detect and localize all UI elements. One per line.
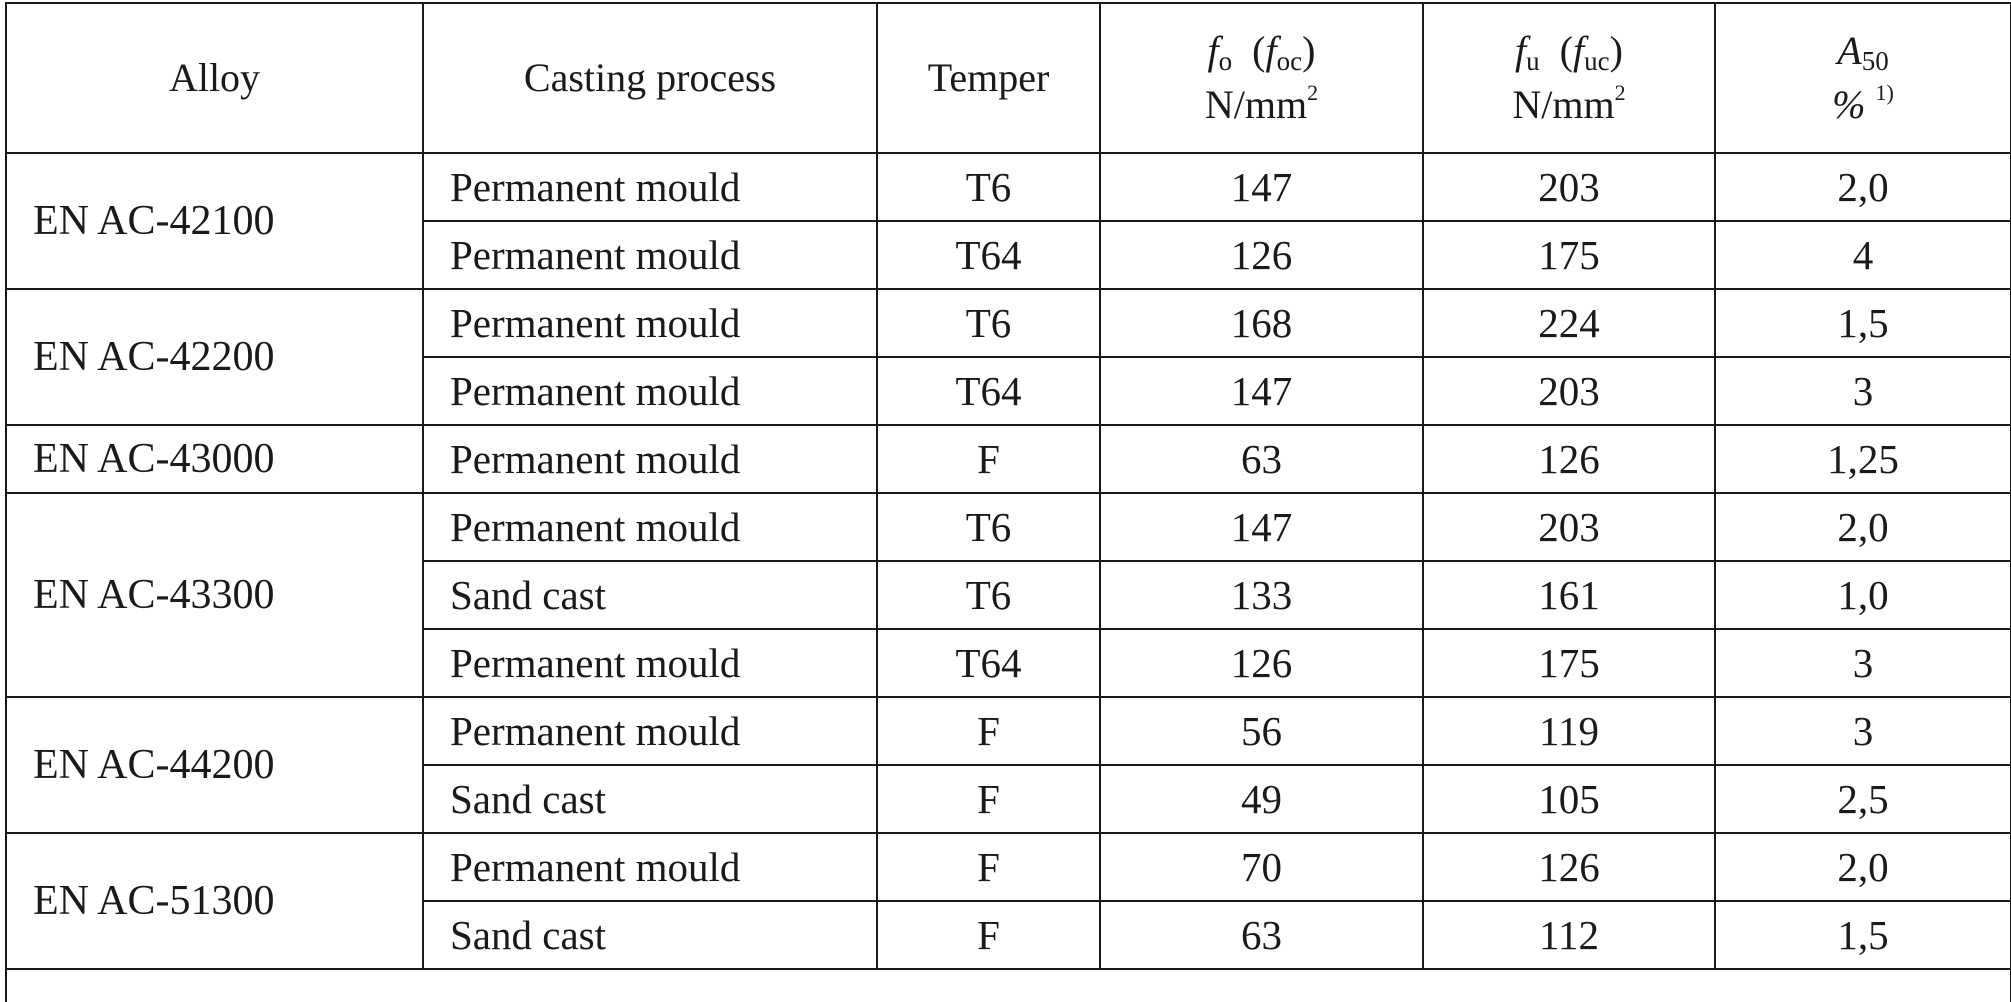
table-body: EN AC-42100 Permanent mould T6 147 203 2,0 Per…	[5, 152, 2011, 970]
a50-cell: 2,0	[1714, 492, 2011, 562]
table-row: EN AC-43000 Permanent mould F 63 126 1,25	[5, 424, 2011, 494]
temper-cell: F	[876, 832, 1101, 902]
fu-cell: 126	[1422, 424, 1716, 494]
header-a50: A50 % 1)	[1714, 2, 2011, 154]
table-row: Permanent mould T64 126 175 3	[6, 628, 2011, 698]
casting-process-cell: Sand cast	[422, 764, 878, 834]
temper-cell: T6	[876, 152, 1101, 222]
fo-cell: 168	[1099, 288, 1424, 358]
casting-process-cell: Permanent mould	[422, 492, 878, 562]
a50-cell: 1,5	[1714, 288, 2011, 358]
temper-cell: T64	[876, 356, 1101, 426]
fu-cell: 112	[1422, 900, 1716, 970]
temper-cell: F	[876, 424, 1101, 494]
fo-cell: 126	[1099, 220, 1424, 290]
fu-cell: 119	[1422, 696, 1716, 766]
alloy-cell: EN AC-44200	[5, 696, 424, 834]
fo-cell: 147	[1099, 492, 1424, 562]
fo-cell: 49	[1099, 764, 1424, 834]
temper-cell: T6	[876, 288, 1101, 358]
fu-cell: 175	[1422, 220, 1716, 290]
casting-process-cell: Sand cast	[422, 900, 878, 970]
fu-cell: 175	[1422, 628, 1716, 698]
a50-cell: 4	[1714, 220, 2011, 290]
alloy-cell: EN AC-42200	[5, 288, 424, 426]
header-temper: Temper	[876, 2, 1101, 154]
header-casting-process: Casting process	[422, 2, 878, 154]
header-fo: fo (foc) N/mm2	[1099, 2, 1424, 154]
alloy-cell: EN AC-43000	[5, 424, 424, 494]
table-row: Permanent mould T64 147 203 3	[6, 356, 2011, 426]
temper-cell: T6	[876, 492, 1101, 562]
table-footer-cell	[5, 968, 2011, 1002]
a50-cell: 2,0	[1714, 832, 2011, 902]
header-alloy: Alloy	[5, 2, 424, 154]
header-row: Alloy Casting process Temper fo (foc) N/…	[5, 2, 2011, 154]
fo-cell: 126	[1099, 628, 1424, 698]
a50-cell: 3	[1714, 696, 2011, 766]
casting-process-cell: Permanent mould	[422, 424, 878, 494]
table-footer-row	[5, 968, 2011, 1002]
a50-cell: 2,5	[1714, 764, 2011, 834]
fo-cell: 147	[1099, 356, 1424, 426]
table-row: Sand cast T6 133 161 1,0	[6, 560, 2011, 630]
table-row: EN AC-42100 Permanent mould T6 147 203 2,0	[5, 152, 2011, 290]
table-row: Sand cast F 49 105 2,5	[6, 764, 2011, 834]
alloy-cell: EN AC-42100	[5, 152, 424, 290]
table-row: EN AC-44200 Permanent mould F 56 119 3	[5, 696, 2011, 834]
fo-cell: 133	[1099, 560, 1424, 630]
a50-cell: 3	[1714, 356, 2011, 426]
temper-cell: T64	[876, 220, 1101, 290]
table-row: Sand cast F 63 112 1,5	[6, 900, 2011, 970]
fu-cell: 126	[1422, 832, 1716, 902]
a50-cell: 1,25	[1714, 424, 2011, 494]
alloy-cell: EN AC-51300	[5, 832, 424, 970]
fu-cell: 203	[1422, 356, 1716, 426]
fu-cell: 224	[1422, 288, 1716, 358]
document-page: Alloy Casting process Temper fo (foc) N/…	[5, 2, 2011, 1002]
fo-cell: 63	[1099, 900, 1424, 970]
temper-cell: F	[876, 696, 1101, 766]
casting-alloys-table: Alloy Casting process Temper fo (foc) N/…	[5, 2, 2011, 1002]
fo-cell: 56	[1099, 696, 1424, 766]
casting-process-cell: Permanent mould	[422, 288, 878, 358]
casting-process-cell: Sand cast	[422, 560, 878, 630]
header-fu: fu (fuc) N/mm2	[1422, 2, 1716, 154]
fu-cell: 161	[1422, 560, 1716, 630]
casting-process-cell: Permanent mould	[422, 696, 878, 766]
a50-cell: 2,0	[1714, 152, 2011, 222]
casting-process-cell: Permanent mould	[422, 356, 878, 426]
temper-cell: F	[876, 900, 1101, 970]
casting-process-cell: Permanent mould	[422, 832, 878, 902]
alloy-cell: EN AC-43300	[5, 492, 424, 698]
temper-cell: F	[876, 764, 1101, 834]
casting-process-cell: Permanent mould	[422, 220, 878, 290]
fo-cell: 70	[1099, 832, 1424, 902]
casting-process-cell: Permanent mould	[422, 628, 878, 698]
a50-cell: 1,0	[1714, 560, 2011, 630]
fu-cell: 203	[1422, 492, 1716, 562]
fu-cell: 203	[1422, 152, 1716, 222]
table-row: EN AC-43300 Permanent mould T6 147 203 2,0	[5, 492, 2011, 698]
fo-cell: 147	[1099, 152, 1424, 222]
table-row: EN AC-42200 Permanent mould T6 168 224 1,5	[5, 288, 2011, 426]
fu-cell: 105	[1422, 764, 1716, 834]
table-row: EN AC-51300 Permanent mould F 70 126 2,0	[5, 832, 2011, 970]
a50-cell: 1,5	[1714, 900, 2011, 970]
table-row: Permanent mould T64 126 175 4	[6, 220, 2011, 290]
temper-cell: T64	[876, 628, 1101, 698]
fo-cell: 63	[1099, 424, 1424, 494]
temper-cell: T6	[876, 560, 1101, 630]
casting-process-cell: Permanent mould	[422, 152, 878, 222]
a50-cell: 3	[1714, 628, 2011, 698]
